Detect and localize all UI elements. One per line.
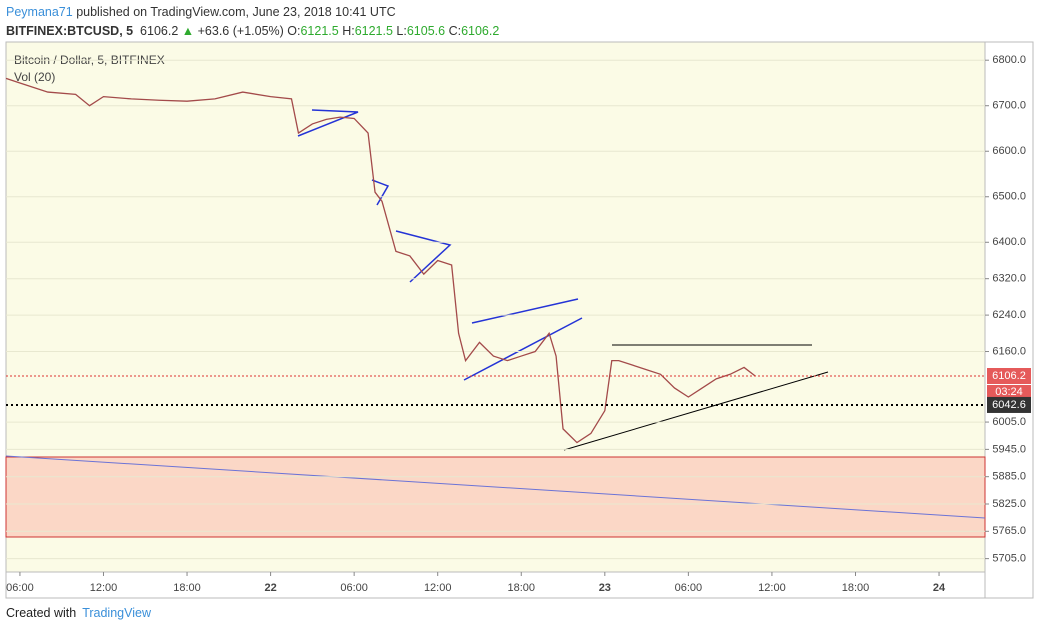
brand[interactable]: TradingView: [82, 606, 151, 620]
published: published on TradingView.com, June 23, 2…: [76, 5, 396, 19]
x-tick-label: 18:00: [507, 582, 535, 594]
y-tick-label: 5825.0: [992, 498, 1026, 510]
h-label: H:: [342, 24, 355, 38]
created: Created with: [6, 606, 77, 620]
symbol: BITFINEX:BTCUSD, 5: [6, 24, 134, 38]
y-tick-label: 5945.0: [992, 443, 1026, 455]
zone: [5, 456, 986, 538]
y-tick-label: 6160.0: [992, 345, 1026, 357]
chart-subtitle: Vol (20): [14, 70, 55, 84]
high: 6121.5: [354, 24, 393, 38]
last-price-box: [987, 368, 1031, 385]
x-tick-label: 24: [933, 582, 946, 594]
y-tick-label: 5885.0: [992, 471, 1026, 483]
x-tick-label: 06:00: [6, 582, 34, 594]
y-tick-label: 6320.0: [992, 273, 1026, 285]
support-line: [563, 371, 829, 451]
close: 6106.2: [461, 24, 500, 38]
x-tick-label: 18:00: [173, 582, 201, 594]
l-label: L:: [396, 24, 407, 38]
chart: Bitcoin / Dollar, 5, BITFINEX Vol (20) 6…: [5, 41, 1034, 599]
x-tick-label: 06:00: [340, 582, 368, 594]
last: 6106.2: [140, 24, 179, 38]
change: +63.6 (+1.05%): [197, 24, 284, 38]
time-axis: [5, 571, 986, 599]
author[interactable]: Peymana71: [6, 5, 73, 19]
low: 6105.6: [406, 24, 446, 38]
publish-line: Peymana71 published on TradingView.com, …: [6, 3, 499, 22]
level-label: 6042.6: [992, 399, 1026, 411]
level-box: [987, 396, 1031, 413]
x-tick-label: 12:00: [90, 582, 118, 594]
y-tick-label: 5705.0: [992, 553, 1026, 565]
open: 6121.5: [300, 24, 339, 38]
y-tick-label: 6400.0: [992, 236, 1026, 248]
quote-line: BITFINEX:BTCUSD, 5 6106.2 ▲ +63.6 (+1.05…: [6, 24, 500, 38]
y-tick-label: 6500.0: [992, 191, 1026, 203]
x-tick-label: 12:00: [424, 582, 452, 594]
y-tick-label: 6800.0: [992, 54, 1026, 66]
countdown-label: 03:24: [995, 386, 1023, 398]
x-tick-label: 22: [264, 582, 276, 594]
c-label: C:: [448, 24, 462, 38]
o-label: O:: [287, 24, 301, 38]
x-tick-label: 18:00: [842, 582, 870, 594]
footer: Created with TradingView: [6, 606, 151, 620]
y-tick-label: 6600.0: [992, 145, 1026, 157]
y-tick-label: 5765.0: [992, 525, 1026, 537]
y-tick-label: 6700.0: [992, 100, 1026, 112]
y-tick-label: 6240.0: [992, 309, 1026, 321]
x-tick-label: 06:00: [675, 582, 703, 594]
trendline: [5, 455, 986, 519]
x-tick-label: 12:00: [758, 582, 786, 594]
x-tick-label: 23: [599, 582, 611, 594]
header: Peymana71 published on TradingView.com, …: [6, 3, 499, 41]
y-tick-label: 6005.0: [992, 416, 1026, 428]
price-line: [5, 77, 756, 444]
price-axis: [984, 41, 1034, 599]
countdown-box: [987, 385, 1031, 400]
last-price-label: 6106.2: [992, 370, 1026, 382]
